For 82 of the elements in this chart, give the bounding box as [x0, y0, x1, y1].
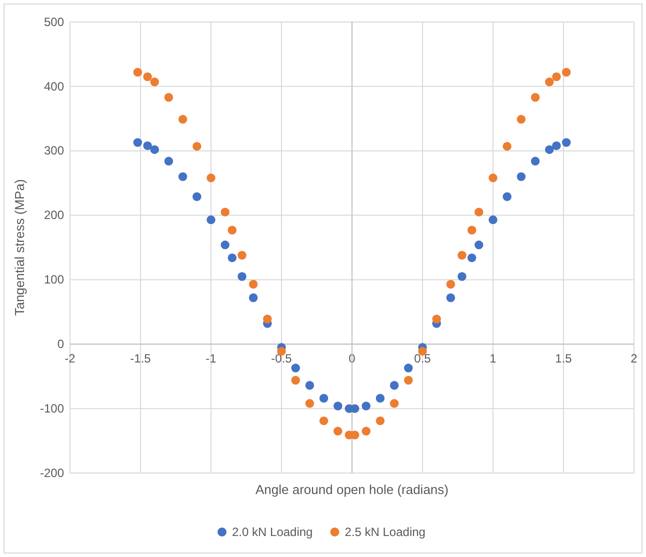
point	[238, 250, 246, 260]
point	[390, 381, 399, 390]
x-tick-label: -2	[64, 352, 76, 366]
point	[362, 402, 370, 410]
point	[178, 114, 188, 124]
point	[488, 215, 498, 224]
point	[467, 226, 476, 234]
y-tick-label: 100	[44, 272, 64, 287]
point	[305, 399, 314, 408]
x-tick-label: -1.5	[130, 352, 152, 366]
point	[562, 138, 571, 147]
point	[458, 272, 466, 281]
point	[143, 141, 152, 150]
point	[291, 376, 300, 385]
point	[404, 364, 413, 372]
point	[432, 314, 441, 324]
point	[192, 192, 202, 201]
point	[228, 226, 237, 234]
x-tick-label: 1	[490, 352, 497, 366]
y-tick-label: 300	[44, 144, 64, 158]
point	[474, 208, 484, 216]
x-tick-label: 0.5	[414, 352, 432, 366]
point	[376, 394, 385, 403]
x-tick-label: -0.5	[271, 352, 292, 366]
y-tick-label: 200	[44, 208, 64, 222]
point	[530, 156, 540, 166]
point	[150, 78, 159, 86]
point	[164, 93, 174, 102]
point	[305, 381, 314, 390]
y-tick-label: 400	[44, 79, 64, 94]
point	[552, 72, 561, 82]
point	[502, 142, 512, 151]
point	[178, 172, 188, 181]
x-axis-title: Angle around open hole (radians)	[256, 482, 448, 497]
point	[474, 240, 484, 250]
x-tick-label: 1.5	[555, 352, 572, 366]
point	[238, 272, 246, 281]
x-tick-label: -1	[206, 352, 217, 366]
point	[467, 253, 476, 262]
point	[390, 399, 399, 408]
point	[404, 376, 413, 385]
point	[164, 156, 174, 166]
y-tick-label: 500	[44, 14, 64, 29]
point	[516, 172, 526, 181]
point	[552, 141, 561, 150]
point	[143, 72, 152, 82]
y-tick-label: -100	[40, 401, 64, 416]
point	[458, 250, 466, 260]
point	[319, 394, 328, 403]
point	[220, 240, 230, 250]
point	[334, 426, 342, 436]
point	[220, 208, 230, 216]
point	[446, 293, 456, 302]
x-tick-label: 2	[630, 352, 638, 366]
legend-label: 2.5 kN Loading	[344, 525, 426, 539]
point	[248, 280, 258, 289]
point	[334, 402, 342, 410]
point	[228, 253, 237, 262]
point	[248, 293, 258, 302]
point	[545, 78, 554, 86]
point	[319, 416, 328, 426]
point	[150, 145, 159, 154]
point	[133, 68, 142, 77]
point	[362, 426, 370, 436]
point	[446, 280, 456, 289]
y-axis-title: Tangential stress (MPa)	[12, 179, 27, 316]
point	[291, 364, 300, 372]
point	[192, 142, 202, 151]
point	[133, 138, 142, 147]
point	[516, 114, 526, 124]
point	[206, 174, 216, 182]
y-tick-label: 0	[57, 336, 64, 351]
point	[206, 215, 216, 224]
point	[530, 93, 540, 102]
point	[488, 174, 498, 182]
y-tick-label: -200	[40, 466, 64, 480]
point	[263, 314, 272, 324]
point	[562, 68, 571, 77]
point	[545, 145, 554, 154]
point	[376, 416, 385, 426]
legend-label: 2.0 kN Loading	[232, 525, 313, 539]
point	[502, 192, 512, 201]
